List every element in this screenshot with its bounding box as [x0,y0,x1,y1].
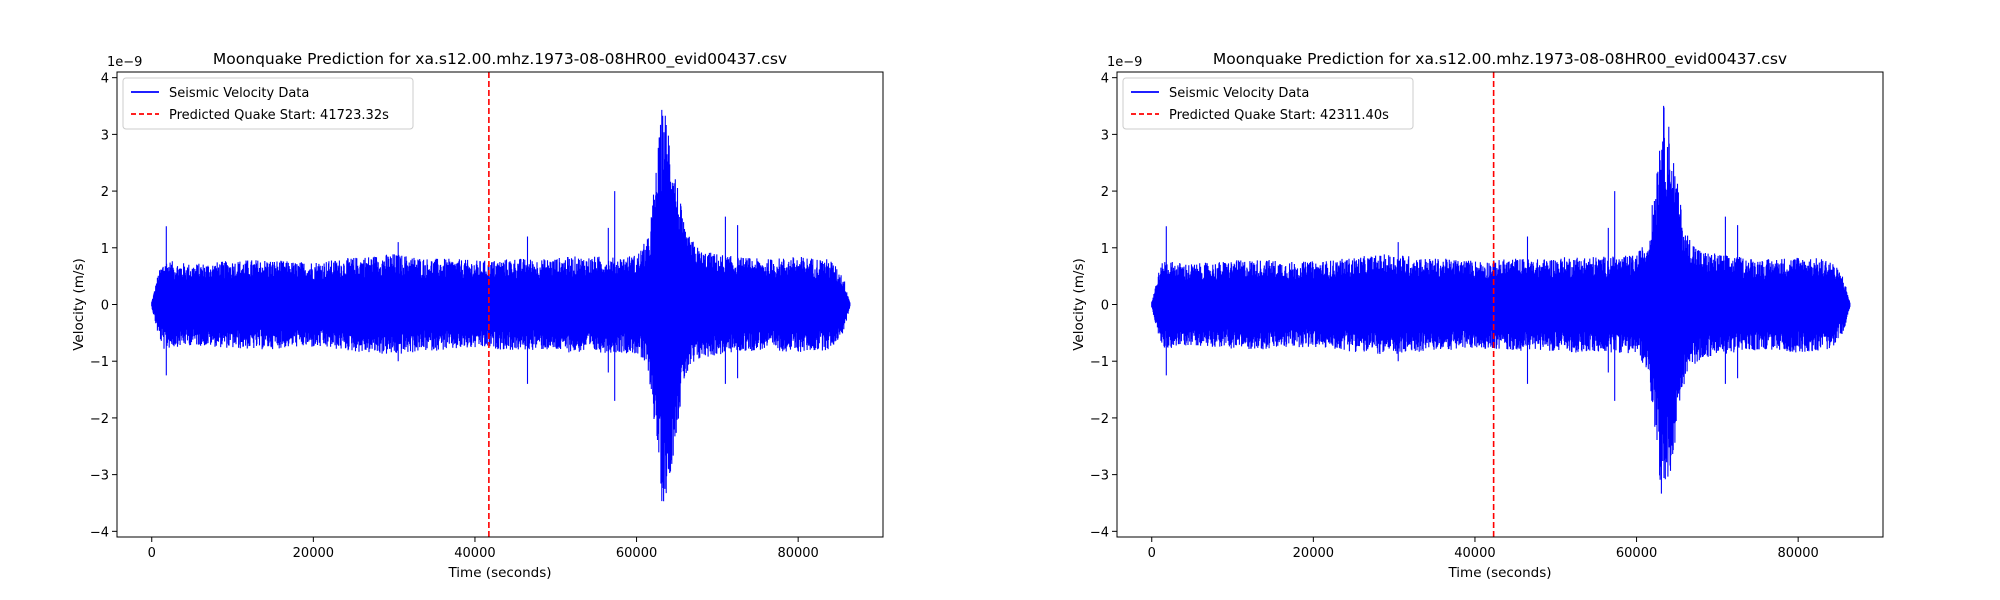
y-tick-label: −4 [1090,525,1109,540]
y-offset-label: 1e−9 [107,55,142,70]
x-tick-label: 20000 [1293,546,1334,561]
y-tick-label: −1 [90,355,109,370]
legend-label-prediction: Predicted Quake Start: 42311.40s [1169,108,1389,123]
y-tick-label: 1 [1101,242,1109,257]
legend: Seismic Velocity Data Predicted Quake Sta… [1122,77,1414,130]
x-tick-label: 60000 [1616,546,1657,561]
y-tick-label: 2 [101,185,109,200]
y-axis-label: Velocity (m/s) [1071,258,1087,351]
y-tick-label: 4 [101,72,109,87]
y-tick-label: −3 [90,469,109,484]
x-tick-label: 40000 [1454,546,1495,561]
x-tick-label: 80000 [777,546,818,561]
legend-box [1122,77,1414,130]
chart-right: Moonquake Prediction for xa.s12.00.mhz.1… [1071,50,1884,581]
y-tick-label: 1 [101,242,109,257]
x-tick-label: 40000 [454,546,495,561]
x-axis-label: Time (seconds) [447,565,551,581]
y-tick-label: −2 [90,412,109,427]
y-tick-label: −1 [1090,355,1109,370]
y-tick-label: 0 [101,299,109,314]
x-tick-label: 80000 [1777,546,1818,561]
x-tick-label: 0 [148,546,156,561]
y-tick-label: 3 [101,128,109,143]
chart-title: Moonquake Prediction for xa.s12.00.mhz.1… [1213,50,1787,69]
chart-left: Moonquake Prediction for xa.s12.00.mhz.1… [71,50,884,581]
legend: Seismic Velocity Data Predicted Quake Sta… [122,77,414,130]
x-axis-label: Time (seconds) [1447,565,1551,581]
legend-label-seismic: Seismic Velocity Data [1169,86,1309,101]
y-tick-label: 2 [1101,185,1109,200]
chart-panel-left: Moonquake Prediction for xa.s12.00.mhz.1… [71,50,884,581]
y-tick-label: −2 [1090,412,1109,427]
seismic-velocity-series [1151,105,1851,494]
y-tick-label: 0 [1101,299,1109,314]
chart-title: Moonquake Prediction for xa.s12.00.mhz.1… [213,50,787,69]
y-tick-label: 4 [1101,72,1109,87]
legend-label-prediction: Predicted Quake Start: 41723.32s [169,108,389,123]
y-offset-label: 1e−9 [1107,55,1142,70]
y-axis-label: Velocity (m/s) [71,258,87,351]
seismic-velocity-series [151,109,851,502]
legend-label-seismic: Seismic Velocity Data [169,86,309,101]
y-tick-label: −4 [90,525,109,540]
y-tick-label: 3 [1101,128,1109,143]
x-tick-label: 60000 [616,546,657,561]
y-tick-label: −3 [1090,469,1109,484]
x-tick-label: 0 [1148,546,1156,561]
chart-panel-right: Moonquake Prediction for xa.s12.00.mhz.1… [1000,0,2000,600]
x-tick-label: 20000 [293,546,334,561]
legend-box [122,77,414,130]
